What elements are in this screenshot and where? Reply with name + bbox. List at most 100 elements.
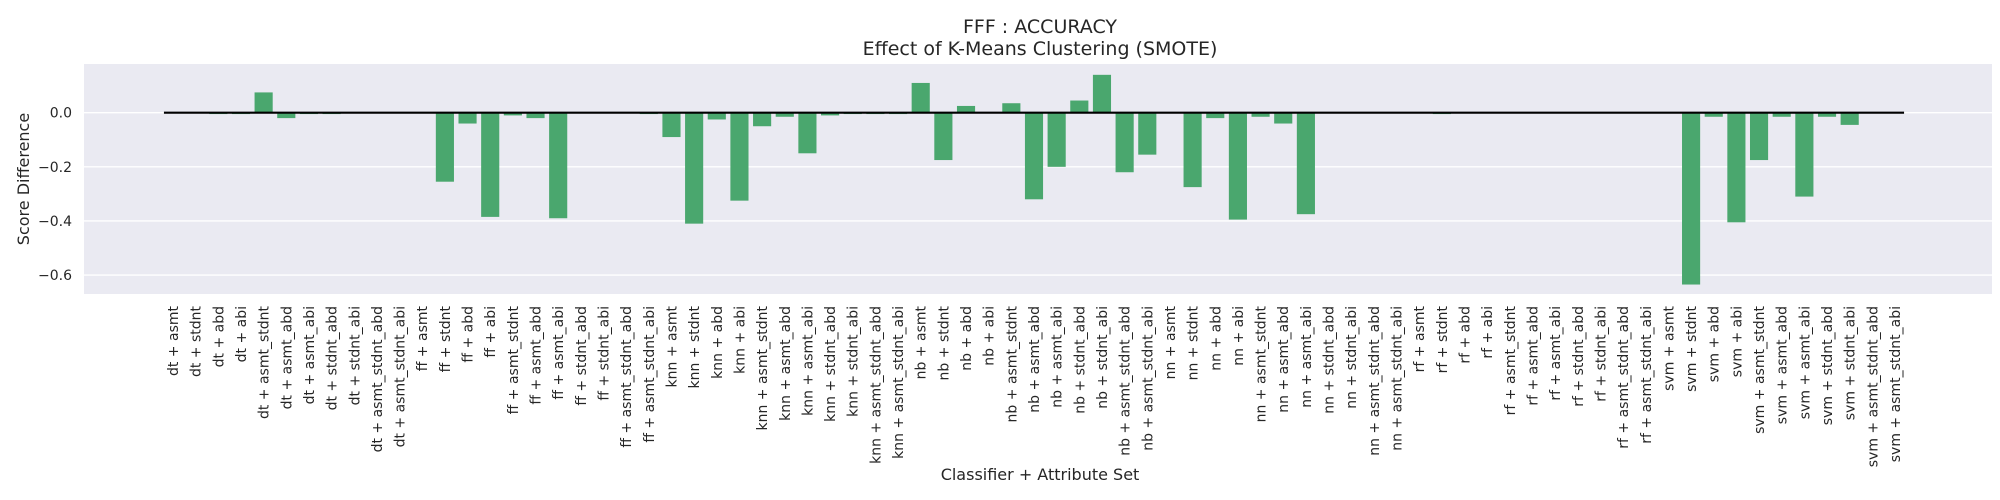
bar (254, 92, 273, 113)
x-tick-label: rf + abd (1458, 306, 1474, 364)
bar (1274, 112, 1293, 124)
bars (209, 74, 1859, 285)
x-tick-label: dt + stdnt_abi (347, 306, 363, 405)
bar (1772, 112, 1791, 117)
x-tick-label: knn + asmt_stdnt (755, 306, 771, 431)
bar (685, 112, 704, 224)
x-tick-label: ff + asmt_stdnt (506, 305, 522, 414)
bar (1682, 112, 1701, 285)
x-tick-label: rf + asmt_stdnt_abi (1639, 306, 1655, 444)
x-tick-label: knn + stdnt (687, 306, 703, 389)
x-tick-label: knn + asmt_stdnt_abd (868, 306, 884, 464)
bar (821, 112, 840, 116)
x-tick-label: dt + asmt (166, 305, 182, 376)
bar (1704, 112, 1723, 117)
x-tick-label: nn + stdnt_abi (1344, 306, 1360, 409)
x-tick-label: ff + abi (483, 306, 499, 358)
bar (775, 112, 794, 117)
x-tick-label: ff + asmt_abi (551, 306, 567, 400)
bar (1070, 100, 1089, 113)
x-tick-label: nn + asmt (1163, 306, 1179, 380)
x-axis-label: Classifier + Attribute Set (941, 465, 1140, 484)
x-tick-label: nn + asmt_stdnt_abd (1367, 306, 1383, 456)
x-tick-label: svm + asmt_stdnt_abd (1865, 306, 1881, 467)
x-tick-label: svm + abi (1729, 306, 1745, 377)
x-tick-label: svm + asmt_abi (1797, 306, 1813, 419)
x-tick-label: ff + asmt (415, 305, 431, 371)
bar (753, 112, 772, 127)
bar (1296, 112, 1315, 215)
x-tick-label: rf + abi (1480, 306, 1496, 359)
bar (1206, 112, 1225, 119)
x-tick-label: rf + stdnt_abd (1571, 306, 1587, 407)
x-tick-label: rf + asmt_stdnt (1503, 306, 1519, 416)
x-tick-label: svm + stdnt_abi (1843, 306, 1859, 420)
x-tick-label: knn + abd (710, 306, 726, 379)
bar (277, 112, 296, 119)
x-tick-labels: dt + asmt dt + stdnt dt + abd dt + abi dt + … (166, 305, 1904, 467)
x-tick-label: ff + asmt_stdnt_abd (619, 306, 635, 448)
bar (1749, 112, 1769, 161)
x-tick-label: rf + asmt_abi (1548, 306, 1564, 401)
bar (549, 112, 568, 219)
x-tick-label: knn + asmt_stdnt_abi (891, 306, 907, 459)
x-tick-label: dt + asmt_abd (279, 306, 295, 409)
x-tick-label: nb + stdnt_abi (1095, 306, 1111, 409)
x-tick-label: svm + abd (1707, 306, 1723, 382)
x-tick-label: svm + asmt_stdnt_abi (1888, 306, 1904, 462)
x-tick-label: dt + asmt_stdnt_abd (370, 306, 386, 452)
bar (1795, 112, 1814, 197)
y-tick-label: −0.6 (38, 268, 72, 284)
bar (1817, 112, 1837, 117)
x-tick-label: nn + asmt_stdnt (1254, 306, 1270, 423)
bar (1115, 112, 1134, 173)
x-tick-label: nb + asmt_abd (1027, 306, 1043, 413)
x-tick-label: knn + asmt_abd (778, 306, 794, 421)
bar (1002, 103, 1021, 113)
y-tick-labels: 0.0 −0.2 −0.4 −0.6 (38, 106, 72, 284)
x-tick-label: ff + asmt_stdnt_abi (642, 306, 658, 443)
x-tick-label: nb + abd (959, 306, 975, 371)
bar (956, 105, 976, 113)
bar (798, 112, 817, 154)
x-tick-label: rf + stdnt (1435, 306, 1451, 374)
bar (730, 112, 749, 201)
bar (1251, 112, 1270, 117)
x-tick-label: nb + asmt_abi (1050, 306, 1066, 408)
x-tick-label: nn + asmt_abi (1299, 306, 1315, 408)
x-tick-label: dt + stdnt (189, 305, 205, 377)
chart-title: FFF : ACCURACY (963, 16, 1117, 38)
x-tick-label: nb + asmt_stdnt_abd (1118, 306, 1134, 456)
x-tick-label: nb + stdnt_abd (1072, 306, 1088, 414)
x-tick-label: svm + asmt_stdnt (1752, 306, 1768, 434)
x-tick-label: nb + asmt_stdnt_abi (1140, 306, 1156, 451)
bar (934, 112, 953, 161)
x-tick-label: ff + stdnt (438, 305, 454, 372)
x-tick-label: svm + stdnt_abd (1820, 306, 1836, 425)
x-tick-label: nn + stdnt_abd (1322, 306, 1338, 414)
bar (662, 112, 681, 138)
y-axis-label: Score Difference (14, 113, 33, 245)
y-tick-label: −0.4 (38, 214, 72, 230)
x-tick-label: knn + stdnt_abd (823, 306, 839, 422)
x-tick-label: nb + asmt (914, 305, 930, 379)
bar (1092, 74, 1112, 113)
x-tick-label: dt + stdnt_abd (325, 306, 341, 410)
x-tick-label: svm + asmt_abd (1775, 306, 1791, 424)
y-tick-label: −0.2 (38, 160, 72, 176)
x-tick-label: dt + abi (234, 306, 250, 362)
x-tick-label: ff + stdnt_abi (597, 306, 613, 401)
x-tick-label: nb + asmt_stdnt (1004, 306, 1020, 423)
x-tick-label: nn + asmt_abd (1276, 306, 1292, 413)
y-tick-label: 0.0 (50, 106, 72, 122)
x-tick-label: dt + asmt_abi (302, 306, 318, 404)
bar (1840, 112, 1859, 125)
x-tick-label: nb + stdnt (936, 306, 952, 381)
bar (458, 112, 477, 124)
x-tick-label: rf + stdnt_abi (1593, 306, 1609, 402)
x-tick-label: rf + asmt_stdnt_abd (1616, 306, 1632, 449)
x-tick-label: knn + asmt_abi (800, 306, 816, 416)
bar (1047, 112, 1066, 167)
x-tick-label: ff + stdnt_abd (574, 306, 590, 406)
